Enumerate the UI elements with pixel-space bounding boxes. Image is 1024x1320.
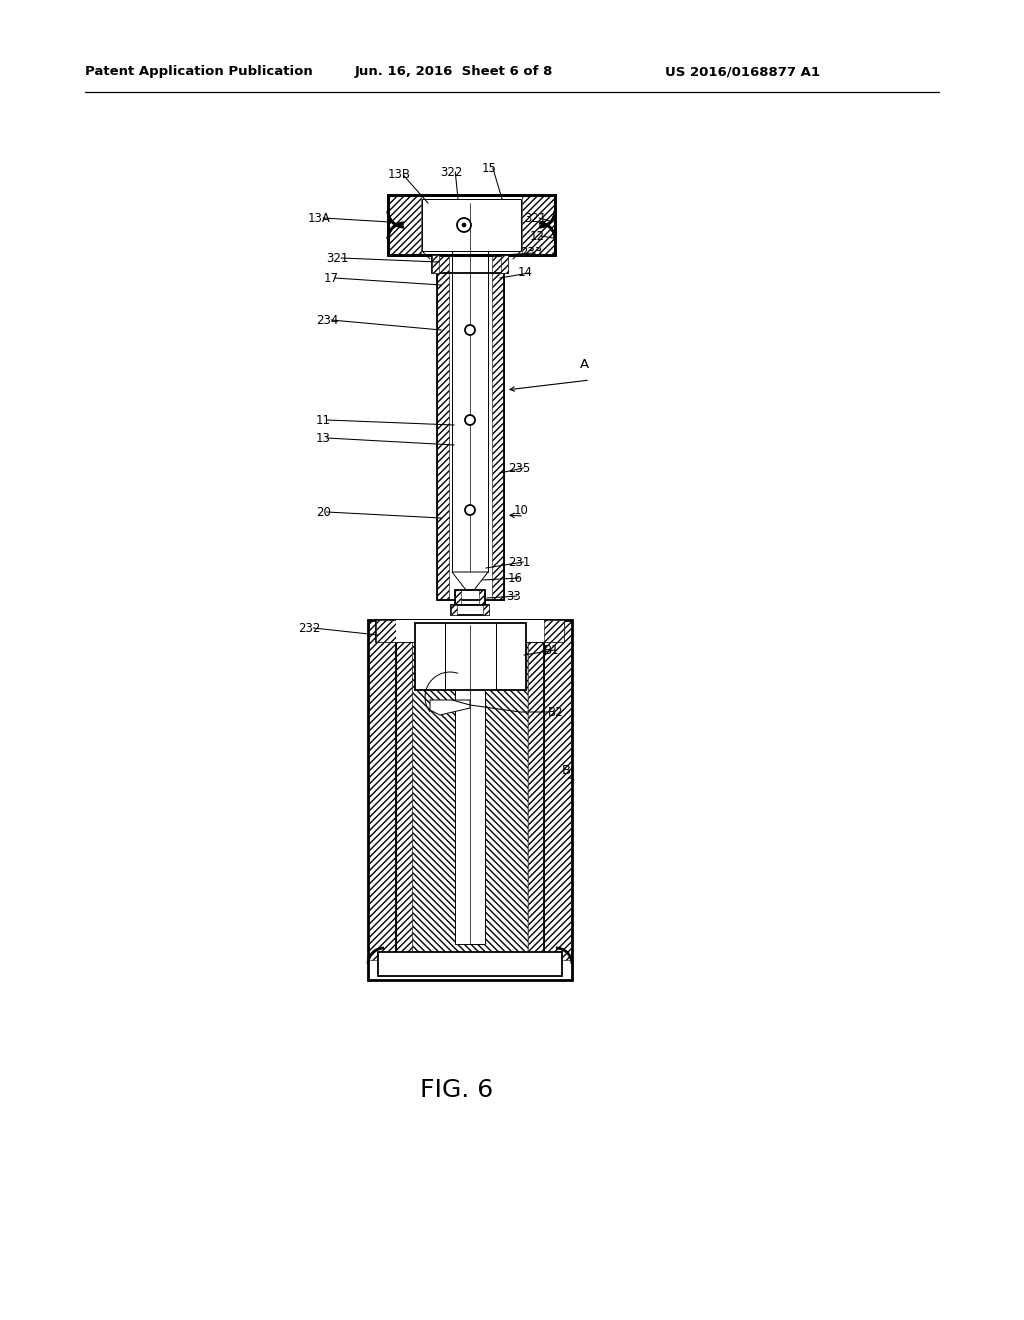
Text: 232: 232	[298, 622, 321, 635]
Bar	[437, 255, 504, 601]
Bar	[544, 620, 564, 642]
Text: 14: 14	[518, 267, 534, 280]
Text: 321: 321	[326, 252, 348, 264]
Bar	[521, 195, 555, 255]
Bar	[388, 195, 555, 255]
Text: Patent Application Publication: Patent Application Publication	[85, 66, 312, 78]
Circle shape	[465, 414, 475, 425]
Text: 235: 235	[508, 462, 530, 474]
Text: A: A	[580, 359, 589, 371]
Bar	[415, 623, 526, 690]
Text: 13B: 13B	[388, 169, 411, 181]
Bar	[368, 620, 396, 960]
Text: B2: B2	[548, 705, 563, 718]
Bar	[389, 195, 421, 253]
Text: 33: 33	[506, 590, 521, 602]
Bar	[412, 624, 528, 954]
Text: 13: 13	[316, 432, 331, 445]
Text: 10: 10	[514, 503, 528, 516]
Text: FIG. 6: FIG. 6	[420, 1078, 494, 1102]
Bar	[522, 195, 554, 253]
Bar	[455, 590, 461, 605]
Bar	[376, 620, 396, 642]
Circle shape	[465, 506, 475, 515]
Circle shape	[457, 218, 471, 232]
Bar	[528, 624, 544, 954]
Text: 234: 234	[316, 314, 338, 326]
Bar	[432, 255, 439, 273]
Bar	[437, 255, 449, 601]
Text: 233: 233	[520, 247, 543, 260]
Text: B: B	[562, 763, 571, 776]
Bar	[388, 195, 422, 255]
Polygon shape	[430, 700, 470, 715]
Text: 17: 17	[324, 272, 339, 285]
Bar	[455, 590, 485, 605]
Bar	[544, 620, 572, 960]
Bar	[368, 620, 572, 979]
Text: 322: 322	[440, 165, 463, 178]
Bar	[451, 605, 489, 615]
Text: 15: 15	[482, 161, 497, 174]
Bar	[479, 590, 485, 605]
Bar	[452, 203, 488, 572]
Bar	[396, 620, 544, 642]
Polygon shape	[452, 572, 488, 590]
Bar	[483, 605, 489, 615]
Bar	[388, 195, 555, 255]
Bar	[376, 620, 564, 642]
Text: 321: 321	[524, 211, 547, 224]
Text: 13A: 13A	[308, 211, 331, 224]
Bar	[396, 624, 544, 954]
Bar	[451, 605, 457, 615]
Bar	[378, 952, 562, 975]
Text: 11: 11	[316, 413, 331, 426]
Circle shape	[465, 325, 475, 335]
Text: 12: 12	[530, 230, 545, 243]
Text: 20: 20	[316, 506, 331, 519]
Text: Jun. 16, 2016  Sheet 6 of 8: Jun. 16, 2016 Sheet 6 of 8	[355, 66, 553, 78]
Text: 231: 231	[508, 556, 530, 569]
Text: B1: B1	[544, 644, 560, 656]
Text: US 2016/0168877 A1: US 2016/0168877 A1	[665, 66, 820, 78]
Bar	[422, 199, 521, 251]
Text: 16: 16	[508, 572, 523, 585]
Bar	[388, 211, 555, 239]
Bar	[396, 624, 412, 954]
Bar	[501, 255, 508, 273]
Circle shape	[462, 223, 466, 227]
Bar	[455, 624, 485, 944]
Bar	[492, 255, 504, 601]
Bar	[404, 195, 539, 255]
Bar	[432, 255, 508, 273]
